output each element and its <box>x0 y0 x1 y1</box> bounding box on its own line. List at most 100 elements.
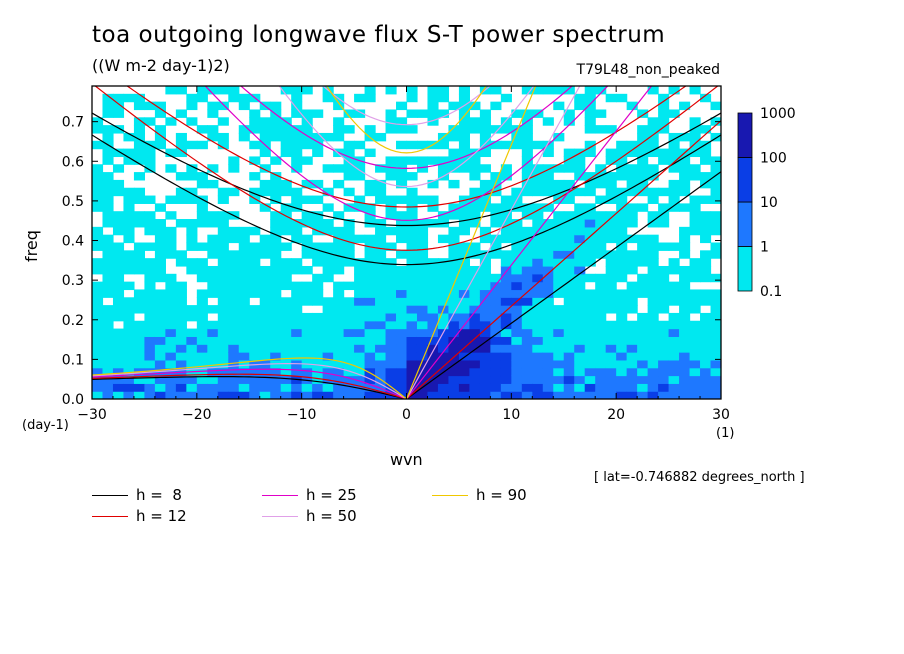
spectrum-cell <box>700 367 712 377</box>
spectrum-cell <box>532 86 544 95</box>
spectrum-cell <box>616 93 628 103</box>
spectrum-cell <box>532 375 544 384</box>
spectrum-cell <box>354 312 366 322</box>
spectrum-cell <box>102 367 114 377</box>
spectrum-cell <box>385 117 397 126</box>
spectrum-cell <box>207 281 219 291</box>
spectrum-cell <box>133 297 146 306</box>
spectrum-cell <box>595 109 607 118</box>
spectrum-cell <box>196 375 208 384</box>
spectrum-cell <box>532 367 544 377</box>
spectrum-cell <box>270 289 282 298</box>
spectrum-cell <box>144 117 156 126</box>
spectrum-cell <box>458 226 470 236</box>
spectrum-cell <box>165 148 177 158</box>
spectrum-cell <box>668 140 680 150</box>
spectrum-cell <box>333 265 345 275</box>
spectrum-cell <box>416 281 429 291</box>
spectrum-cell <box>668 297 680 306</box>
spectrum-cell <box>301 195 313 204</box>
spectrum-cell <box>605 250 617 259</box>
spectrum-cell <box>700 211 712 220</box>
spectrum-cell <box>396 312 408 322</box>
spectrum-cell <box>406 86 418 95</box>
spectrum-cell <box>291 281 303 291</box>
spectrum-cell <box>280 265 292 275</box>
spectrum-cell <box>448 179 460 189</box>
spectrum-cell <box>427 93 439 103</box>
spectrum-cell <box>521 359 533 369</box>
spectrum-cell <box>521 375 533 384</box>
spectrum-cell <box>270 226 282 236</box>
spectrum-cell <box>301 383 313 392</box>
spectrum-cell <box>532 219 544 228</box>
spectrum-cell <box>301 219 313 228</box>
spectrum-cell <box>354 164 366 173</box>
spectrum-cell <box>228 297 240 306</box>
spectrum-cell <box>584 289 596 298</box>
colorbar-label: 10 <box>760 195 778 211</box>
spectrum-cell <box>186 172 198 181</box>
spectrum-cell <box>270 328 282 337</box>
spectrum-cell <box>280 352 292 361</box>
spectrum-cell <box>343 305 355 314</box>
spectrum-cell <box>658 359 670 369</box>
spectrum-cell <box>406 265 418 275</box>
spectrum-cell <box>521 156 533 165</box>
spectrum-cell <box>186 187 198 197</box>
spectrum-cell <box>217 391 229 399</box>
spectrum-cell <box>259 117 271 126</box>
spectrum-cell <box>427 86 439 95</box>
spectrum-cell <box>553 375 565 384</box>
spectrum-cell <box>364 281 376 291</box>
spectrum-cell <box>154 320 166 330</box>
spectrum-cell <box>207 320 219 330</box>
spectrum-cell <box>658 383 670 392</box>
spectrum-cell <box>259 148 271 158</box>
spectrum-cell <box>689 375 701 384</box>
spectrum-cell <box>102 101 114 111</box>
spectrum-cell <box>312 359 324 369</box>
spectrum-cell <box>416 219 429 228</box>
rossby-curve-h12 <box>92 373 407 399</box>
spectrum-cell <box>689 328 701 337</box>
legend-item-h25: h = 25 <box>262 486 357 504</box>
spectrum-cell <box>102 156 114 165</box>
spectrum-cell <box>301 367 313 377</box>
spectrum-cell <box>679 344 691 353</box>
spectrum-cell <box>123 367 135 377</box>
spectrum-cell <box>112 187 125 197</box>
spectrum-cell <box>354 109 366 118</box>
spectrum-cell <box>511 242 523 251</box>
spectrum-cell <box>616 250 628 259</box>
spectrum-cell <box>689 320 701 330</box>
spectrum-cell <box>427 297 439 306</box>
spectrum-cell <box>333 258 345 267</box>
spectrum-cell <box>312 132 324 142</box>
spectrum-cell <box>375 281 387 291</box>
spectrum-cell <box>563 156 575 165</box>
spectrum-cell <box>186 140 198 150</box>
spectrum-cell <box>406 109 418 118</box>
spectrum-cell <box>448 258 460 267</box>
spectrum-cell <box>458 140 470 150</box>
spectrum-cell <box>364 125 376 134</box>
spectrum-cell <box>102 211 114 220</box>
spectrum-cell <box>437 344 450 353</box>
spectrum-cell <box>511 383 523 392</box>
spectrum-cell <box>563 226 575 236</box>
spectrum-cell <box>133 187 146 197</box>
spectrum-cell <box>532 352 544 361</box>
spectrum-cell <box>553 352 565 361</box>
spectrum-cell <box>354 320 366 330</box>
spectrum-cell <box>102 203 114 212</box>
spectrum-cell <box>595 179 607 189</box>
spectrum-cell <box>196 242 208 251</box>
spectrum-cell <box>427 352 439 361</box>
x-tick-label: −20 <box>182 407 212 423</box>
spectrum-cell <box>92 344 104 353</box>
spectrum-cell <box>354 265 366 275</box>
spectrum-cell <box>689 391 701 399</box>
spectrum-cell <box>679 336 691 345</box>
spectrum-cell <box>584 148 596 158</box>
